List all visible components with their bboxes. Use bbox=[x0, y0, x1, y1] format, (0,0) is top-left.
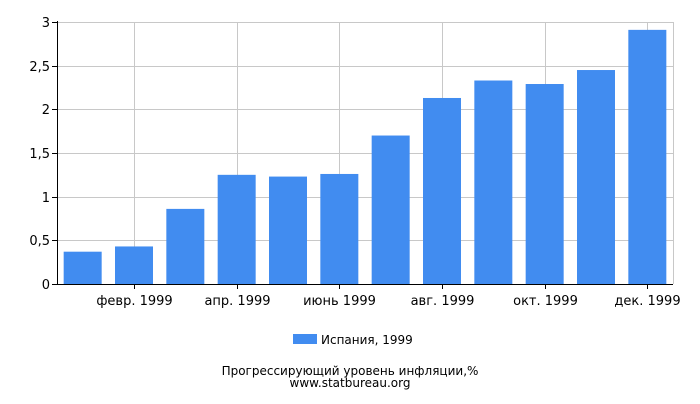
bar bbox=[628, 29, 667, 284]
bar bbox=[63, 251, 102, 284]
axes bbox=[52, 21, 673, 289]
legend-swatch bbox=[293, 334, 317, 344]
x-tick-label: окт. 1999 bbox=[513, 294, 578, 309]
x-tick-label: июнь 1999 bbox=[303, 294, 376, 309]
y-tick-label: 1,5 bbox=[29, 147, 50, 162]
y-tick-label: 2,5 bbox=[29, 60, 50, 75]
bar bbox=[423, 97, 461, 284]
bar bbox=[166, 208, 205, 284]
bar bbox=[525, 84, 564, 284]
bar bbox=[371, 135, 410, 284]
y-tick-label: 2 bbox=[42, 103, 50, 118]
y-tick-label: 1 bbox=[42, 191, 50, 206]
y-tick-labels: 0 0,5 1 1,5 2 2,5 3 bbox=[29, 16, 50, 293]
chart-title: Прогрессирующий уровень инфляции,% bbox=[222, 364, 479, 378]
x-tick-label: февр. 1999 bbox=[96, 294, 172, 309]
bar bbox=[474, 80, 513, 284]
x-tick-label: авг. 1999 bbox=[411, 294, 475, 309]
legend: Испания, 1999 bbox=[293, 333, 413, 347]
source-text: www.statbureau.org bbox=[290, 376, 411, 390]
legend-label: Испания, 1999 bbox=[321, 333, 413, 347]
y-tick-label: 3 bbox=[42, 16, 50, 31]
y-tick-label: 0 bbox=[42, 278, 50, 293]
y-tick-label: 0,5 bbox=[29, 234, 50, 249]
bars bbox=[63, 29, 667, 284]
x-tick-label: дек. 1999 bbox=[614, 294, 680, 309]
bar bbox=[577, 70, 615, 284]
bar bbox=[115, 246, 153, 284]
bar bbox=[269, 176, 307, 284]
bar bbox=[320, 173, 359, 284]
x-tick-labels: февр. 1999 апр. 1999 июнь 1999 авг. 1999 окт… bbox=[96, 294, 680, 309]
x-tick-label: апр. 1999 bbox=[204, 294, 270, 309]
bar bbox=[217, 174, 256, 284]
